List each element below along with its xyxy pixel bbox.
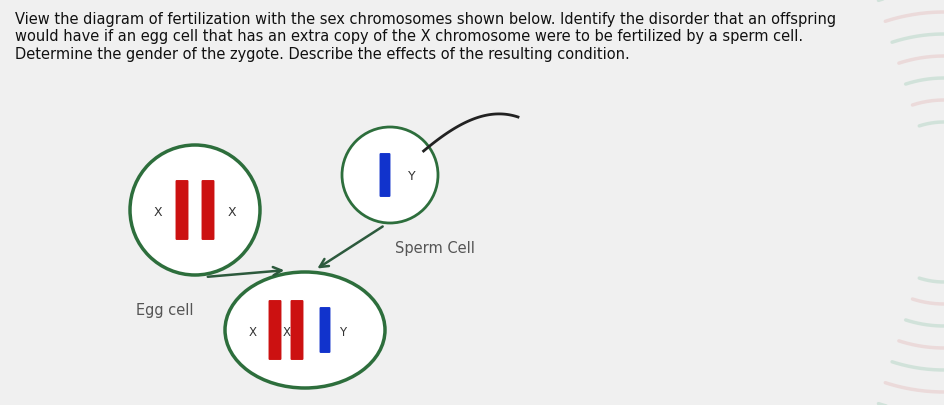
Ellipse shape — [225, 272, 385, 388]
Circle shape — [342, 127, 438, 223]
FancyBboxPatch shape — [200, 179, 215, 241]
FancyBboxPatch shape — [175, 179, 190, 241]
FancyBboxPatch shape — [379, 152, 392, 198]
Text: Egg cell: Egg cell — [136, 303, 194, 318]
FancyBboxPatch shape — [318, 306, 331, 354]
Text: X: X — [228, 207, 236, 220]
Text: Sperm Cell: Sperm Cell — [395, 241, 475, 256]
Text: View the diagram of fertilization with the sex chromosomes shown below. Identify: View the diagram of fertilization with t… — [15, 12, 836, 62]
Circle shape — [130, 145, 260, 275]
Text: X: X — [154, 207, 162, 220]
Text: Y: Y — [408, 171, 415, 183]
FancyBboxPatch shape — [290, 299, 305, 361]
Text: X: X — [249, 326, 257, 339]
Text: X: X — [283, 326, 291, 339]
Text: Y: Y — [340, 326, 346, 339]
FancyBboxPatch shape — [267, 299, 282, 361]
